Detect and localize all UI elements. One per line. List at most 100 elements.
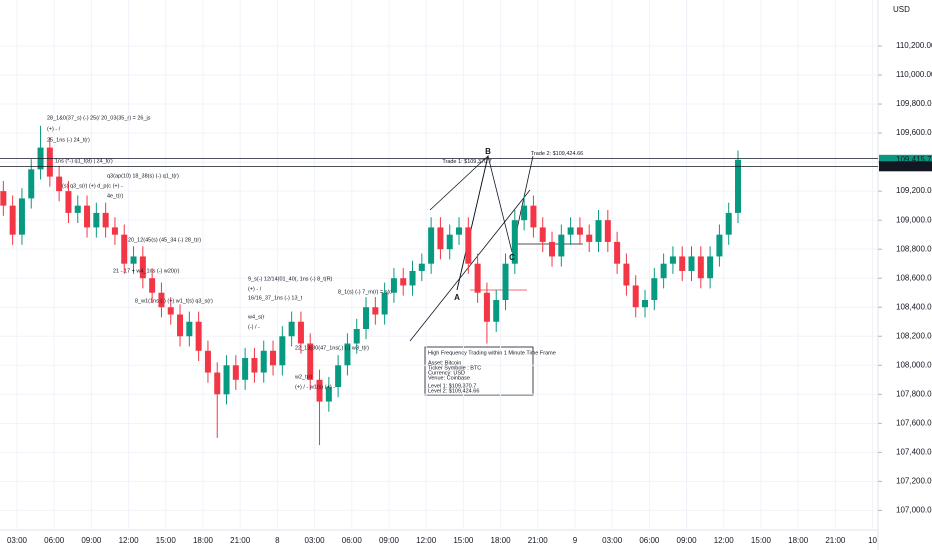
candle-body	[400, 278, 407, 286]
candle-body	[642, 299, 649, 308]
candle-body	[576, 227, 583, 235]
x-tick-label: 03:00	[602, 536, 623, 545]
price-label-bg	[879, 161, 932, 172]
point-label: C	[509, 253, 515, 262]
candle-body	[651, 278, 658, 300]
candle-body	[214, 372, 221, 395]
currency: USD	[893, 5, 910, 14]
x-tick-label: 12:00	[119, 536, 140, 545]
level-label: Trade 1: $109,370.7	[442, 159, 491, 165]
candle-body	[353, 329, 360, 344]
annotation: w2_t(r)	[294, 374, 312, 380]
annotation: (-) / -	[248, 324, 260, 330]
candle-body	[697, 256, 704, 279]
candle-body	[46, 147, 53, 177]
price-label: 109,415.79	[896, 155, 932, 164]
point-label: A	[454, 293, 460, 302]
candle-body	[9, 205, 16, 235]
y-tick-label: 107,600.00	[896, 418, 932, 427]
candle-body	[121, 234, 128, 264]
candle-body	[660, 263, 667, 279]
candle-body	[335, 365, 342, 388]
candle-body	[614, 241, 621, 264]
y-tick-label: 110,200.00	[896, 41, 932, 50]
annotation: 21 - 17 + w4_1ns (-) w20(r)	[113, 268, 180, 274]
candle-body	[65, 191, 72, 213]
x-tick-label: 15:00	[453, 536, 474, 545]
price-label: 109,371.10	[896, 161, 932, 170]
annotation: 25_1ns (-) 24_t(r)	[47, 137, 90, 143]
y-tick-label: 108,000.00	[896, 360, 932, 369]
info-line: Level 1: $109,370.7	[428, 383, 476, 389]
candle-body	[195, 321, 202, 351]
candle-body	[669, 256, 676, 264]
candle-body	[502, 263, 509, 300]
candle-body	[316, 379, 323, 402]
annotation: 28_1&0(37_s) (-) 25(/ 20_03(35_r) = 26_j…	[47, 115, 151, 121]
x-tick-label: 09:00	[677, 536, 698, 545]
annotation: 9_s(-) 12/14(01_40(, 1ns (-) 8_t(R)	[248, 276, 333, 282]
candle-body	[204, 350, 211, 373]
x-tick-label: 9	[573, 536, 578, 545]
y-tick-label: 110,000.00	[896, 70, 932, 79]
candle-body	[167, 307, 174, 315]
candle-body	[84, 205, 91, 228]
candle-body	[251, 358, 258, 373]
y-tick-label: 107,000.00	[896, 506, 932, 515]
candle-body	[530, 205, 537, 228]
candle-body	[456, 227, 463, 235]
candle-body	[372, 307, 379, 315]
y-tick-label: 107,200.00	[896, 476, 932, 485]
x-tick-label: 09:00	[81, 536, 102, 545]
annotation: 1ns (*-) q1_t(8) | 24_t(r)	[55, 158, 113, 164]
x-tick-label: 09:00	[379, 536, 400, 545]
candle-body	[111, 227, 118, 235]
annotation: (+) / - w1(s) (+) -	[295, 384, 335, 390]
y-tick-label: 107,400.00	[896, 447, 932, 456]
candle-body	[149, 278, 156, 293]
x-tick-label: 21:00	[825, 536, 846, 545]
candle-body	[288, 321, 295, 337]
candle-body	[0, 191, 7, 206]
x-tick-label: 21:00	[230, 536, 251, 545]
candle-body	[139, 256, 146, 279]
annotation: 20_12(45(s) (45_34 (-) 28_t(r)	[128, 237, 201, 243]
candle-body	[707, 256, 714, 279]
level-label: Trade 2: $109,424.66	[531, 151, 583, 157]
y-tick-label: 108,800.00	[896, 244, 932, 253]
candle-body	[465, 227, 472, 264]
candle-body	[483, 292, 490, 322]
x-tick-label: 06:00	[342, 536, 363, 545]
y-tick-label: 108,400.00	[896, 302, 932, 311]
candle-body	[28, 169, 35, 199]
candle-body	[270, 350, 277, 366]
candle-body	[595, 220, 602, 242]
trend-line	[409, 189, 531, 342]
y-tick-label: 109,600.00	[896, 128, 932, 137]
candle-body	[18, 198, 25, 235]
info-box	[424, 346, 534, 396]
x-tick-label: 12:00	[714, 536, 735, 545]
candle-body	[56, 176, 63, 192]
annotation: 8_1(s) (-) 7_m(r) = s(c	[338, 289, 392, 295]
candle-body	[307, 343, 314, 380]
candle-body	[511, 220, 518, 264]
candle-body	[390, 278, 397, 293]
candle-body	[437, 227, 444, 250]
annotation: (+) - /	[248, 286, 262, 292]
annotation: w4_s(r	[247, 314, 265, 320]
candle-body	[130, 256, 137, 264]
annotation: 16/16_37_1ns (-) 13_t	[248, 295, 303, 301]
candle-body	[363, 307, 370, 330]
candle-body	[493, 299, 500, 322]
candle-body	[725, 212, 732, 235]
candle-body	[223, 365, 230, 395]
x-tick-label: 21:00	[528, 536, 549, 545]
candle-body	[325, 387, 332, 402]
info-line: High Frequency Trading within 1 Minute T…	[428, 350, 556, 356]
point-label: B	[485, 147, 491, 156]
annotation: (+) - /	[47, 126, 61, 132]
x-tick-label: 03:00	[7, 536, 28, 545]
